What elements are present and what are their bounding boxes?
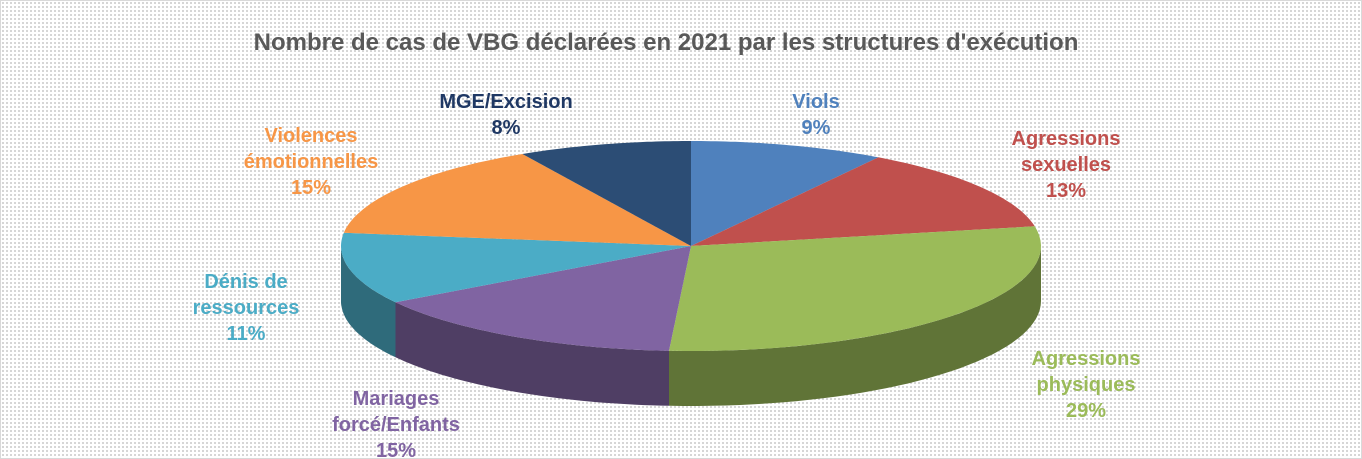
slice-percent: 13% <box>1045 180 1087 202</box>
slice <box>691 157 1035 246</box>
slice-percent: 11% <box>226 323 266 345</box>
slice-label: Violences émotionnelles <box>243 125 379 173</box>
slice-label: Agressions sexuelles <box>1011 128 1121 176</box>
slice <box>343 154 691 246</box>
slice-label: Viols <box>792 91 840 113</box>
slice <box>669 226 1041 351</box>
slice-percent: 15% <box>375 440 417 459</box>
slice <box>341 232 691 303</box>
slice <box>691 141 879 246</box>
slice-percent: 9% <box>801 117 831 139</box>
slice-percent: 15% <box>290 177 332 199</box>
slice-label: Dénis de ressources <box>192 271 300 319</box>
slice-side <box>669 246 1041 406</box>
slice-percent: 29% <box>1065 400 1107 422</box>
slice-label: MGE/Excision <box>439 91 573 113</box>
slice-percent: 8% <box>491 117 521 139</box>
slice <box>395 246 691 351</box>
slice-side <box>395 302 669 406</box>
slice <box>522 141 691 246</box>
slice-label: Mariages forcé/Enfants <box>332 388 460 436</box>
chart-title: Nombre de cas de VBG déclarées en 2021 p… <box>253 29 1079 56</box>
slice-label: Agressions physiques <box>1031 348 1141 396</box>
slice-side <box>341 246 396 358</box>
